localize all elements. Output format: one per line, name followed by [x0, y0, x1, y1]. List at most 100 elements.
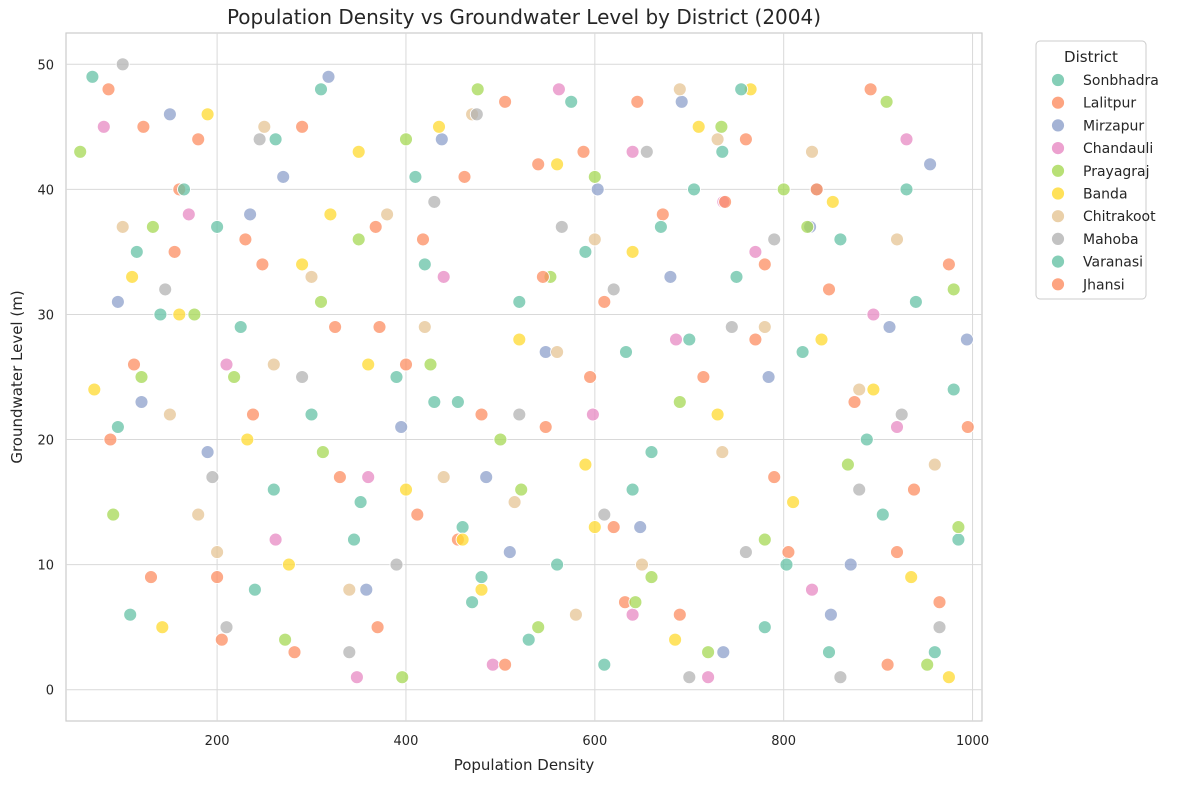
data-point — [450, 395, 465, 409]
data-point — [115, 57, 130, 72]
data-point — [840, 457, 855, 472]
data-point — [191, 507, 206, 522]
data-point — [512, 294, 527, 309]
data-point — [417, 320, 432, 334]
data-point — [959, 332, 974, 347]
data-point — [162, 107, 177, 122]
data-point — [814, 332, 829, 347]
data-point — [351, 144, 366, 159]
data-point — [655, 207, 670, 222]
data-point — [200, 107, 215, 122]
y-tick-label: 50 — [37, 58, 54, 73]
data-point — [342, 645, 357, 660]
data-point — [823, 607, 838, 622]
data-point — [103, 432, 118, 447]
data-point — [550, 345, 565, 359]
data-point — [96, 119, 111, 134]
data-point — [125, 269, 140, 284]
data-point — [890, 545, 904, 560]
data-point — [710, 132, 725, 147]
data-point — [106, 507, 121, 522]
data-point — [833, 670, 848, 685]
data-point — [470, 82, 485, 97]
data-point — [323, 207, 338, 222]
data-point — [551, 82, 566, 97]
data-point — [843, 557, 858, 572]
legend-label: Chitrakoot — [1083, 209, 1156, 225]
legend-label: Banda — [1083, 187, 1128, 203]
data-point — [87, 382, 102, 397]
legend-marker — [1051, 277, 1065, 292]
data-point — [696, 370, 711, 384]
data-point — [625, 244, 640, 259]
data-point — [628, 595, 643, 610]
data-point — [304, 269, 319, 284]
data-point — [427, 194, 442, 209]
data-point — [805, 144, 819, 159]
data-point — [587, 232, 602, 247]
data-point — [389, 557, 404, 572]
data-point — [408, 169, 423, 184]
data-point — [847, 395, 862, 409]
series-jhansi — [103, 94, 975, 672]
data-point — [899, 132, 914, 147]
data-point — [389, 370, 404, 384]
data-point — [351, 232, 366, 247]
data-point — [639, 144, 654, 159]
data-point — [805, 582, 819, 597]
data-point — [474, 570, 489, 585]
data-point — [210, 545, 225, 560]
data-point — [587, 169, 602, 184]
data-point — [394, 420, 409, 434]
data-point — [951, 520, 966, 535]
data-point — [880, 657, 895, 672]
data-point — [278, 632, 293, 647]
data-point — [399, 132, 413, 147]
data-point — [115, 219, 130, 234]
data-point — [767, 232, 782, 247]
data-point — [583, 370, 598, 384]
data-point — [153, 307, 168, 322]
data-point — [653, 219, 668, 234]
legend-item-sonbhadra: Sonbhadra — [1051, 73, 1159, 89]
data-point — [635, 557, 649, 572]
data-point — [479, 470, 494, 485]
data-point — [578, 244, 593, 259]
data-point — [347, 532, 361, 547]
data-point — [568, 607, 583, 622]
data-point — [941, 670, 956, 685]
data-point — [859, 432, 874, 447]
data-point — [243, 207, 258, 222]
data-point — [123, 607, 138, 622]
legend-marker — [1051, 73, 1065, 87]
data-point — [181, 207, 196, 222]
data-point — [240, 432, 255, 447]
data-point — [890, 420, 904, 434]
data-point — [866, 307, 881, 322]
data-point — [427, 395, 442, 409]
data-point — [455, 520, 470, 535]
data-point — [295, 257, 310, 272]
data-point — [380, 207, 395, 222]
data-point — [714, 119, 729, 134]
data-point — [946, 282, 961, 297]
data-point — [882, 320, 897, 334]
data-point — [748, 332, 763, 347]
x-tick-label: 600 — [582, 734, 607, 749]
legend-label: Prayagraj — [1083, 164, 1150, 180]
y-axis-label: Groundwater Level (m) — [8, 290, 26, 463]
series-chandauli — [96, 82, 914, 685]
tick-labels: 200 400 600 800 1000 0 10 20 30 40 50 — [37, 58, 989, 749]
data-point — [423, 357, 438, 372]
data-point — [266, 482, 281, 497]
data-point — [927, 645, 942, 660]
data-point — [145, 219, 160, 234]
data-point — [757, 620, 772, 635]
data-point — [372, 320, 387, 334]
data-point — [951, 532, 966, 547]
data-point — [127, 357, 141, 372]
data-point — [233, 320, 248, 334]
data-point — [576, 144, 591, 159]
data-point — [399, 357, 413, 372]
legend-marker — [1051, 163, 1065, 178]
